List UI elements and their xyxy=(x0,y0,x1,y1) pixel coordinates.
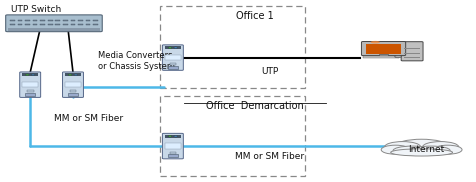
Bar xyxy=(32,20,37,21)
Circle shape xyxy=(68,74,72,76)
FancyBboxPatch shape xyxy=(400,42,422,61)
Bar xyxy=(63,24,68,25)
Bar xyxy=(363,56,398,58)
Bar xyxy=(32,24,37,25)
Bar xyxy=(48,24,52,25)
Bar xyxy=(40,24,45,25)
Text: MM or SM Fiber: MM or SM Fiber xyxy=(54,114,123,124)
Bar xyxy=(25,20,30,21)
Bar xyxy=(164,46,180,49)
FancyBboxPatch shape xyxy=(6,15,102,32)
Ellipse shape xyxy=(422,142,458,152)
Bar xyxy=(404,48,419,50)
Bar xyxy=(168,66,177,69)
Circle shape xyxy=(173,136,177,137)
Bar xyxy=(164,143,180,149)
Bar xyxy=(371,56,395,57)
FancyBboxPatch shape xyxy=(20,72,40,97)
Circle shape xyxy=(168,136,171,137)
Bar xyxy=(404,57,419,58)
Ellipse shape xyxy=(394,56,401,58)
Ellipse shape xyxy=(380,145,409,154)
Bar xyxy=(159,96,305,176)
Bar xyxy=(8,28,100,31)
Bar xyxy=(63,20,68,21)
FancyBboxPatch shape xyxy=(361,41,405,56)
Ellipse shape xyxy=(392,146,430,155)
Bar xyxy=(68,93,78,96)
Ellipse shape xyxy=(395,139,447,153)
Bar xyxy=(93,20,98,21)
Circle shape xyxy=(25,74,29,76)
Text: Office 1: Office 1 xyxy=(236,11,273,21)
Text: Office  Demarcation: Office Demarcation xyxy=(206,101,303,111)
Bar xyxy=(65,82,81,87)
Bar xyxy=(22,73,38,76)
Bar xyxy=(164,135,180,138)
Bar xyxy=(69,90,76,92)
Text: UTP Switch: UTP Switch xyxy=(11,5,61,14)
Bar xyxy=(366,44,400,54)
Text: Internet: Internet xyxy=(407,145,444,154)
Bar xyxy=(55,24,60,25)
Circle shape xyxy=(74,74,78,76)
Circle shape xyxy=(173,47,177,48)
FancyBboxPatch shape xyxy=(162,133,183,159)
Bar xyxy=(55,20,60,21)
Bar xyxy=(159,6,305,88)
Bar xyxy=(10,20,15,21)
Bar xyxy=(27,90,33,92)
FancyBboxPatch shape xyxy=(62,72,83,97)
Bar xyxy=(70,20,75,21)
Ellipse shape xyxy=(370,41,379,44)
Bar xyxy=(169,152,176,154)
Ellipse shape xyxy=(411,146,449,155)
Ellipse shape xyxy=(384,142,420,152)
Bar xyxy=(93,24,98,25)
Bar xyxy=(70,24,75,25)
Circle shape xyxy=(168,47,171,48)
Bar xyxy=(86,20,90,21)
Bar xyxy=(78,20,83,21)
Bar xyxy=(25,24,30,25)
Bar xyxy=(10,24,15,25)
Bar xyxy=(18,20,22,21)
Bar xyxy=(86,24,90,25)
Text: UTP: UTP xyxy=(260,67,278,76)
Bar xyxy=(40,20,45,21)
Bar xyxy=(169,63,176,65)
Bar xyxy=(48,20,52,21)
Bar xyxy=(78,24,83,25)
Bar xyxy=(18,24,22,25)
Bar xyxy=(25,93,35,96)
Text: MM or SM Fiber: MM or SM Fiber xyxy=(234,152,303,161)
Ellipse shape xyxy=(433,145,461,154)
Bar xyxy=(164,55,180,60)
Ellipse shape xyxy=(390,149,452,156)
Bar xyxy=(65,73,81,76)
Bar xyxy=(168,155,177,157)
Bar xyxy=(378,54,387,56)
Circle shape xyxy=(31,74,35,76)
FancyBboxPatch shape xyxy=(162,45,183,70)
Bar xyxy=(404,53,419,54)
Text: Media Converters
or Chassis System: Media Converters or Chassis System xyxy=(98,51,175,71)
Bar xyxy=(22,82,38,87)
